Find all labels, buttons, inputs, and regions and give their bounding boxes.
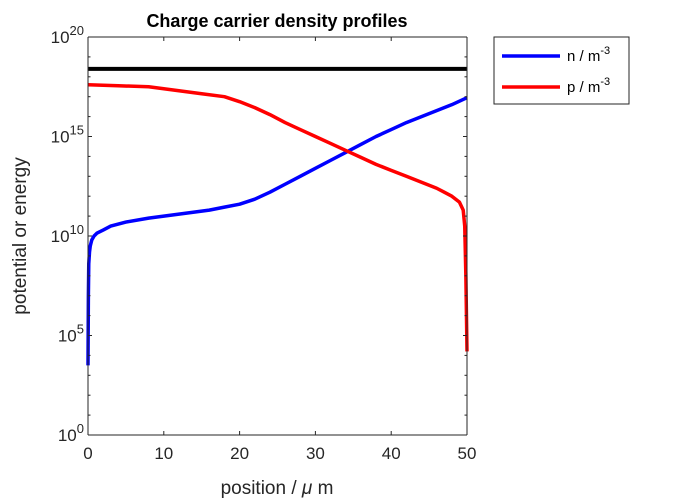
x-axis-label-prefix: position / (221, 478, 302, 499)
legend-label-p: p / m-3 (567, 76, 610, 96)
x-axis-label-suffix: m (312, 478, 333, 499)
series-layer (86, 66, 469, 366)
legend: n / m-3 p / m-3 (493, 36, 630, 105)
x-tick-label: 0 (83, 444, 92, 463)
chart-title: Charge carrier density profiles (146, 11, 407, 31)
legend-label-p-text: p / m (567, 79, 600, 96)
x-tick-label: 10 (154, 444, 173, 463)
legend-label-n-sup: -3 (600, 45, 610, 57)
y-tick-label: 105 (58, 322, 84, 346)
x-tick-label: 50 (458, 444, 477, 463)
series-line-p (87, 83, 469, 352)
y-axis-label: potential or energy (10, 157, 31, 315)
legend-label-p-sup: -3 (600, 76, 610, 88)
plot-area (86, 36, 469, 436)
y-tick-label: 100 (58, 421, 84, 445)
y-tick-label: 1015 (51, 123, 84, 147)
y-tick-label: 1020 (51, 23, 84, 47)
x-tick-label: 30 (306, 444, 325, 463)
plot-background (88, 37, 467, 435)
x-axis-label: position / μ m (221, 478, 334, 499)
x-tick-label: 20 (230, 444, 249, 463)
series-line-n (86, 96, 468, 366)
y-tick-label: 1010 (51, 222, 84, 246)
x-axis-label-symbol: μ (301, 478, 313, 499)
legend-label-n: n / m-3 (567, 45, 610, 65)
x-tick-label: 40 (382, 444, 401, 463)
legend-label-n-text: n / m (567, 48, 600, 65)
legend-box (493, 36, 630, 105)
